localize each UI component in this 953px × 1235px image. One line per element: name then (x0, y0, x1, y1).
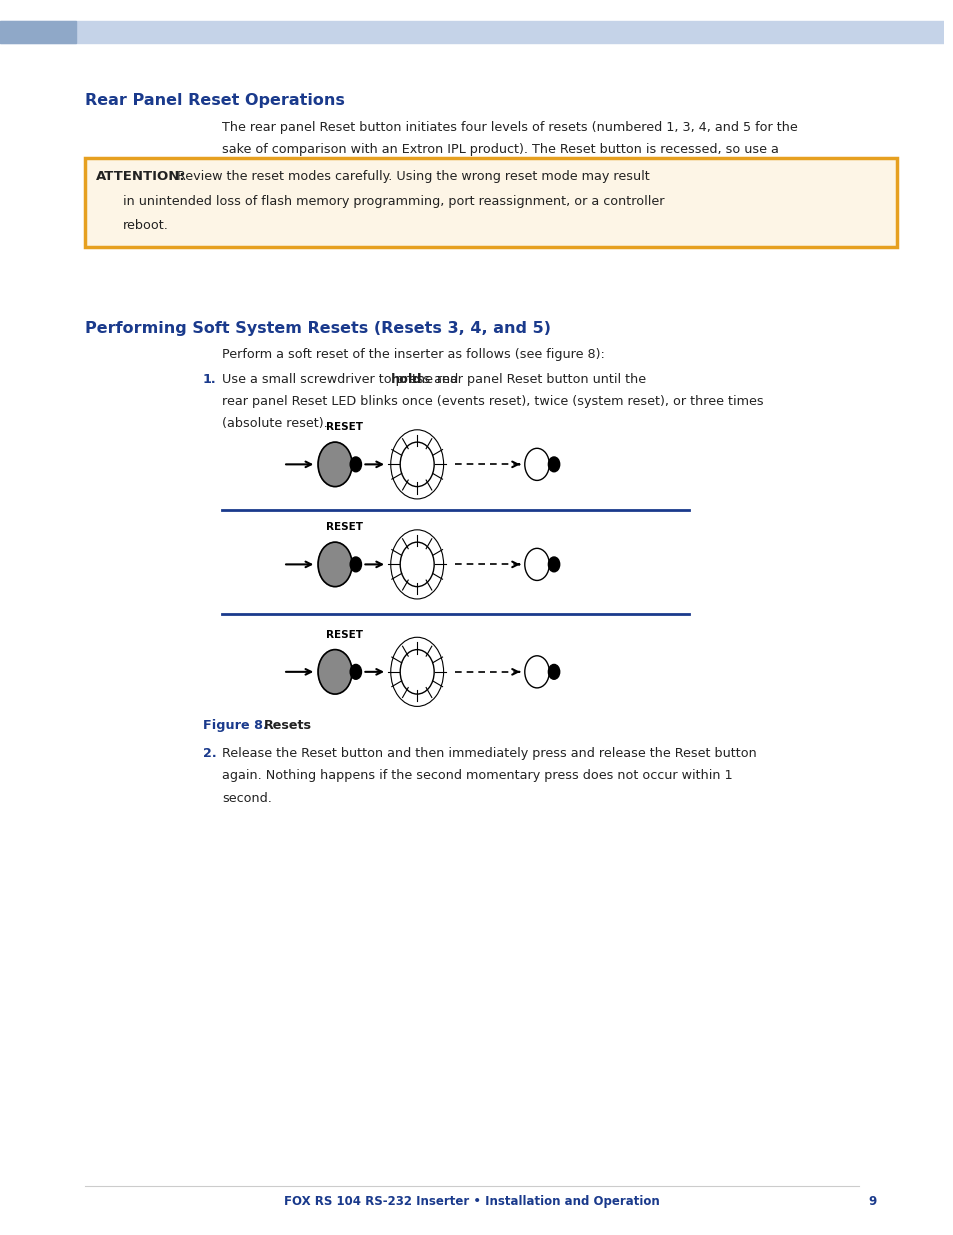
Circle shape (548, 664, 559, 679)
Text: Rear Panel Reset Operations: Rear Panel Reset Operations (85, 93, 344, 107)
Bar (0, 21, 943, 43)
Text: pointed stylus, ballpoint pen, or small screwdriver to access it.: pointed stylus, ballpoint pen, or small … (222, 165, 623, 179)
Circle shape (350, 557, 361, 572)
Text: Performing Soft System Resets (Resets 3, 4, and 5): Performing Soft System Resets (Resets 3,… (85, 321, 551, 336)
Text: RESET: RESET (325, 522, 362, 532)
Text: sake of comparison with an Extron IPL product). The Reset button is recessed, so: sake of comparison with an Extron IPL pr… (222, 143, 778, 157)
Text: Resets: Resets (264, 719, 312, 732)
Circle shape (350, 664, 361, 679)
Text: Figure 8.: Figure 8. (203, 719, 268, 732)
FancyBboxPatch shape (85, 158, 896, 247)
Text: 2.: 2. (203, 747, 216, 761)
Text: in unintended loss of flash memory programming, port reassignment, or a controll: in unintended loss of flash memory progr… (123, 195, 663, 207)
Text: again. Nothing happens if the second momentary press does not occur within 1: again. Nothing happens if the second mom… (222, 769, 732, 783)
Text: Release the Reset button and then immediately press and release the Reset button: Release the Reset button and then immedi… (222, 747, 756, 761)
Text: RESET: RESET (325, 422, 362, 432)
Circle shape (548, 557, 559, 572)
Text: 9: 9 (867, 1194, 876, 1208)
Text: reboot.: reboot. (123, 220, 169, 232)
Text: FOX RS 104 RS-232 Inserter • Installation and Operation: FOX RS 104 RS-232 Inserter • Installatio… (284, 1194, 659, 1208)
Text: rear panel Reset LED blinks once (events reset), twice (system reset), or three : rear panel Reset LED blinks once (events… (222, 395, 762, 409)
Text: Perform a soft reset of the inserter as follows (see figure 8):: Perform a soft reset of the inserter as … (222, 348, 604, 362)
Circle shape (548, 457, 559, 472)
Circle shape (350, 457, 361, 472)
Circle shape (317, 542, 352, 587)
Text: table: table (261, 168, 298, 182)
Text: 1.: 1. (203, 373, 216, 387)
Circle shape (317, 442, 352, 487)
Text: Use a small screwdriver to press and: Use a small screwdriver to press and (222, 373, 461, 387)
Text: the rear panel Reset button until the: the rear panel Reset button until the (412, 373, 645, 387)
Text: (absolute reset).: (absolute reset). (222, 417, 327, 431)
Bar (0, 21, 75, 43)
Text: RESET: RESET (325, 630, 362, 640)
Text: second.: second. (222, 792, 272, 805)
Circle shape (317, 650, 352, 694)
Text: See the: See the (222, 168, 274, 182)
Text: ATTENTION:: ATTENTION: (96, 170, 186, 184)
Text: The rear panel Reset button initiates four levels of resets (numbered 1, 3, 4, a: The rear panel Reset button initiates fo… (222, 121, 797, 135)
Text: hold: hold (391, 373, 422, 387)
Text: Review the reset modes carefully. Using the wrong reset mode may result: Review the reset modes carefully. Using … (176, 170, 649, 184)
Text: on the next page for a summary of the modes.: on the next page for a summary of the mo… (288, 168, 591, 182)
